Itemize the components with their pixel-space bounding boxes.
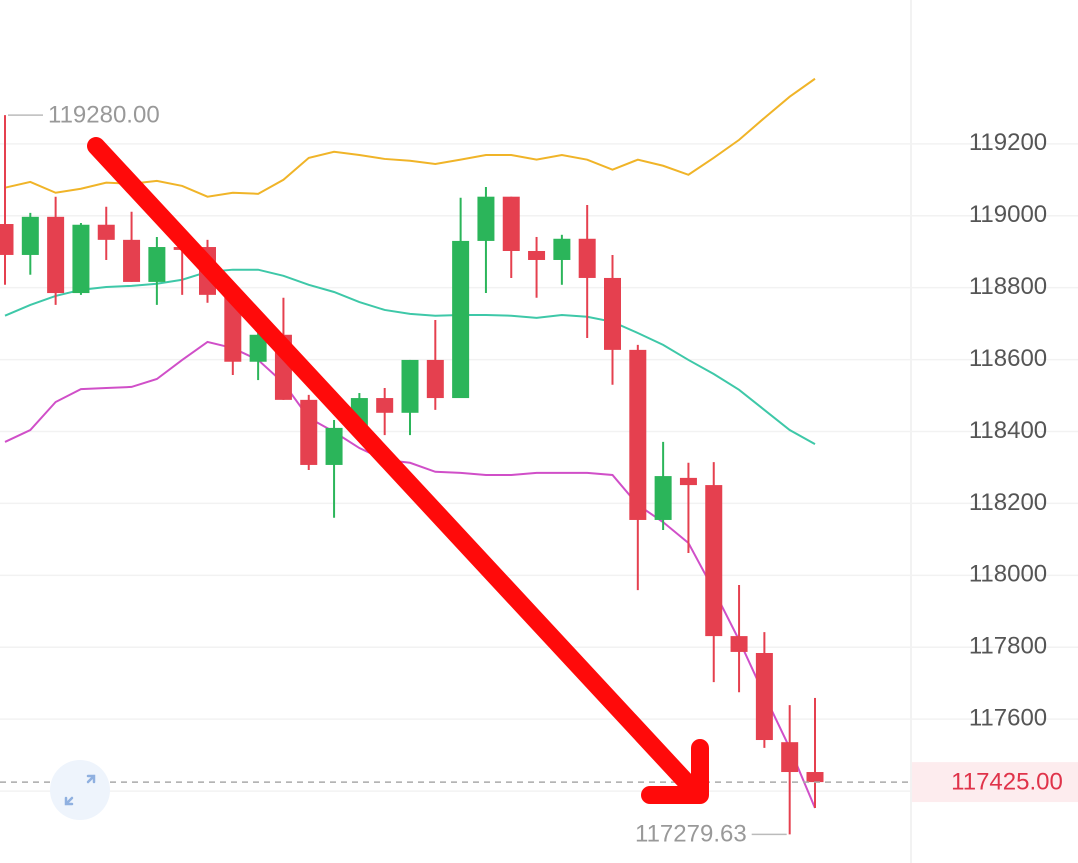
y-tick-label: 118600 [969,345,1047,372]
expand-icon[interactable] [64,774,96,806]
candle-body [426,359,444,399]
last-price-tag: 117425.00 [912,762,1078,803]
candle-body [781,742,799,773]
max-label: 119280.00 [48,101,160,128]
candle-body [224,294,242,362]
annotations: 119280.00 117279.63 [0,101,912,848]
candle-body [148,247,166,282]
candle-body [755,653,773,741]
candle-body [502,196,520,251]
y-tick-label: 118000 [969,561,1047,588]
candle-body [401,359,419,413]
candle-body [654,476,672,520]
min-label: 117279.63 [635,821,747,848]
y-tick-label: 118800 [969,273,1047,300]
arrow-shaft [87,137,699,795]
candle-body [528,250,546,260]
candle-body [452,240,470,399]
candle-body [679,477,697,486]
candle-body [629,349,647,520]
candle-body [325,427,343,465]
last-price-label: 117425.00 [951,768,1063,795]
candle-body [730,636,748,652]
candle-body [47,216,65,294]
y-tick-label: 117800 [969,633,1047,660]
candle-body [300,399,318,465]
grid: 1174001176001178001180001182001184001186… [0,129,1078,803]
candle-body [72,224,90,294]
candle-body [21,216,39,255]
y-tick-label: 118400 [969,417,1047,444]
y-tick-label: 119200 [969,129,1047,156]
y-tick-label: 117600 [969,705,1047,732]
band-line [4,340,816,809]
arrow-head [641,739,709,804]
band-line [4,268,816,445]
expand-bg[interactable] [50,760,110,820]
candle-body [553,238,571,260]
candle-body [604,277,621,350]
expand-button[interactable] [50,760,110,820]
candle-body [376,398,394,413]
candle-body [578,238,596,278]
candle-body [705,485,723,637]
y-tick-label: 119000 [969,201,1047,228]
candle-body [0,224,14,255]
candle-body [97,224,115,240]
last-price-bg [912,762,1078,803]
candle-body [477,196,495,241]
y-tick-label: 118200 [969,489,1047,516]
candle-body [123,239,141,282]
trend-arrow [87,137,709,804]
candle-body [249,334,267,362]
candle-body [806,772,824,783]
